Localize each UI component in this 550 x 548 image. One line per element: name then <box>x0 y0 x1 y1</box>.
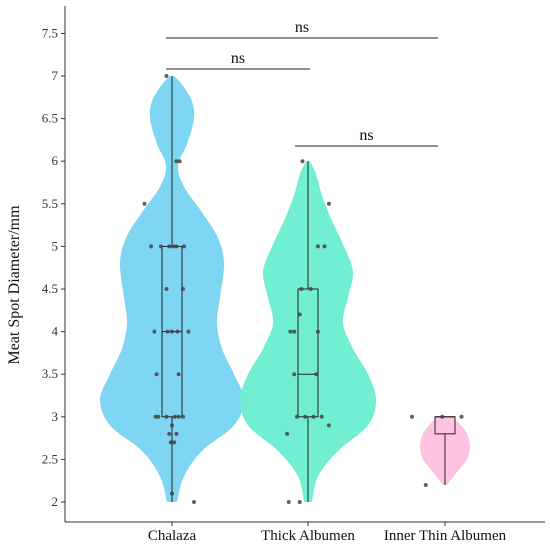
data-point <box>168 440 173 445</box>
data-point <box>177 159 182 164</box>
data-point <box>300 159 305 164</box>
data-point <box>423 482 428 487</box>
data-point <box>172 414 177 419</box>
y-tick-label: 6.5 <box>42 111 58 126</box>
y-tick-label: 3 <box>52 409 59 424</box>
data-point <box>174 159 179 164</box>
significance-label: ns <box>359 127 373 144</box>
y-tick-label: 3.5 <box>42 366 58 381</box>
data-point <box>308 287 313 291</box>
axes-layer: Chalaza Thick Albumen Inner Thin Albumen 2 2… <box>42 6 545 544</box>
data-point <box>164 287 169 291</box>
data-point <box>167 244 172 249</box>
data-point <box>319 414 324 419</box>
points-layer <box>142 74 464 504</box>
data-point <box>174 244 179 249</box>
x-tick-label: Chalaza <box>148 528 197 544</box>
data-point <box>297 312 302 317</box>
y-tick-label: 5 <box>52 238 59 253</box>
y-tick-label: 2.5 <box>42 451 58 466</box>
data-point <box>156 414 161 419</box>
x-tick-label: Thick Albumen <box>261 528 355 544</box>
data-point <box>175 329 180 334</box>
data-point <box>165 329 170 334</box>
y-tick-label: 2 <box>52 494 59 509</box>
data-point <box>164 414 169 419</box>
violins-layer <box>100 76 470 502</box>
data-point <box>171 244 176 249</box>
data-point <box>326 201 331 206</box>
data-point <box>170 329 174 334</box>
data-point <box>186 329 191 334</box>
y-tick-label: 7.5 <box>42 25 58 40</box>
data-point <box>311 414 316 419</box>
data-point <box>172 440 177 445</box>
data-point <box>440 414 445 419</box>
data-point <box>164 74 169 78</box>
y-tick-label: 6 <box>52 153 59 168</box>
data-point <box>292 329 297 334</box>
y-axis-title: Meat Spot Diameter/mm <box>6 205 23 365</box>
data-point <box>410 414 414 419</box>
data-point <box>159 244 163 249</box>
data-point <box>170 423 174 428</box>
significance-label: ns <box>231 50 245 67</box>
data-point <box>152 329 157 334</box>
data-point <box>153 414 158 419</box>
data-point <box>285 431 290 436</box>
y-tick-label: 5.5 <box>42 196 58 211</box>
data-point <box>314 372 319 377</box>
y-tick-label: 4.5 <box>42 281 58 296</box>
data-point <box>326 423 331 428</box>
data-point <box>176 372 181 377</box>
data-point <box>182 244 187 249</box>
data-point <box>292 372 297 377</box>
x-tick-label: Inner Thin Albumen <box>384 528 507 544</box>
box <box>434 416 456 435</box>
data-point <box>297 500 302 504</box>
data-point <box>149 244 154 249</box>
data-point <box>192 500 196 504</box>
significance-label: ns <box>295 19 309 36</box>
data-point <box>295 414 299 419</box>
data-point <box>154 372 159 377</box>
y-tick-label: 4 <box>52 324 59 339</box>
box <box>297 288 319 418</box>
data-point <box>288 329 293 334</box>
data-point <box>142 201 147 206</box>
data-point <box>299 287 304 291</box>
data-point <box>181 287 185 291</box>
data-point <box>459 414 464 419</box>
y-tick-label: 7 <box>52 68 59 83</box>
data-point <box>315 244 320 249</box>
data-point <box>315 329 320 334</box>
data-point <box>303 414 308 419</box>
data-point <box>167 431 172 436</box>
data-point <box>322 244 327 249</box>
significance-layer: ns ns ns <box>166 19 438 147</box>
data-point <box>170 491 174 496</box>
data-point <box>286 500 291 504</box>
data-point <box>176 414 181 419</box>
data-point <box>174 431 179 436</box>
data-point <box>181 414 185 419</box>
